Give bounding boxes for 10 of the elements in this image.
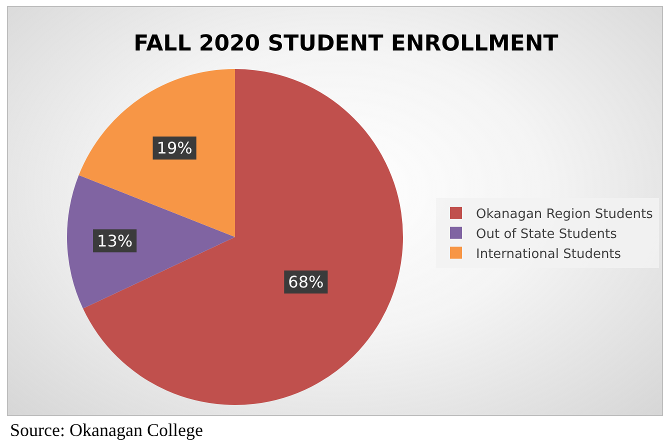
source-note: Source: Okanagan College bbox=[10, 420, 203, 440]
chart-title: FALL 2020 STUDENT ENROLLMENT bbox=[134, 32, 558, 57]
pie-slice bbox=[82, 69, 403, 405]
data-label: 68% bbox=[288, 272, 324, 292]
pie-slice bbox=[67, 175, 235, 309]
legend-label: International Students bbox=[476, 246, 622, 262]
data-label: 13% bbox=[97, 231, 133, 250]
legend-label: Okanagan Region Students bbox=[476, 207, 654, 222]
legend-label: Out of State Students bbox=[476, 226, 618, 242]
data-label: 19% bbox=[156, 138, 192, 158]
